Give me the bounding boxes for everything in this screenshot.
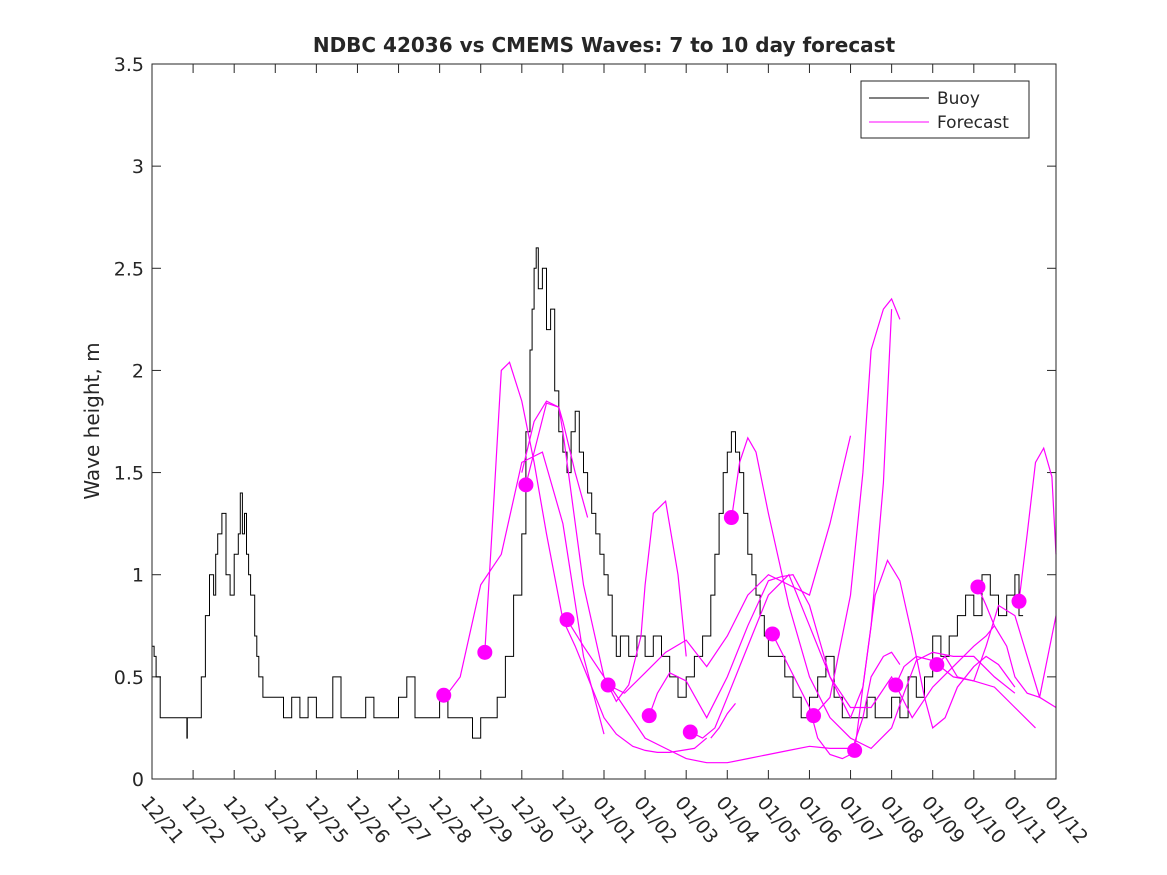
y-tick-label: 3.5 xyxy=(114,54,144,76)
forecast-line-14 xyxy=(895,655,1036,729)
forecast-marker xyxy=(518,477,534,493)
forecast-line-1 xyxy=(447,451,605,735)
forecast-line-15 xyxy=(936,604,1057,709)
forecast-marker xyxy=(1011,593,1027,609)
forecast-line-4 xyxy=(521,400,589,518)
forecast-marker xyxy=(806,708,822,724)
y-tick-labels: 0 0.5 1 1.5 2 2.5 3 3.5 xyxy=(114,54,144,791)
forecast-line-17 xyxy=(1018,446,1057,602)
forecast-line-12 xyxy=(813,297,901,717)
plot-frame xyxy=(151,63,1057,780)
legend-box xyxy=(860,80,1030,139)
forecast-marker xyxy=(682,724,698,740)
forecast-marker xyxy=(970,579,986,595)
y-tick-label: 0 xyxy=(132,769,144,791)
forecast-line-8 xyxy=(690,573,995,739)
forecast-marker xyxy=(600,677,616,693)
plot-area xyxy=(152,64,1056,779)
forecast-markers xyxy=(436,477,1027,758)
forecast-line-9 xyxy=(710,703,736,739)
forecast-line-6 xyxy=(607,435,852,694)
legend-forecast-label: Forecast xyxy=(937,113,1009,133)
forecast-marker xyxy=(641,708,657,724)
forecast-marker xyxy=(723,510,739,526)
y-tick-label: 0.5 xyxy=(114,667,144,689)
forecast-line-16 xyxy=(977,586,1057,699)
y-tick-label: 1.5 xyxy=(114,463,144,485)
forecast-line-10 xyxy=(730,436,1016,750)
tick-marks xyxy=(151,63,1057,780)
forecast-marker xyxy=(929,657,945,673)
y-tick-label: 1 xyxy=(132,565,144,587)
y-tick-label: 3 xyxy=(132,156,144,178)
forecast-line-13 xyxy=(854,559,1016,751)
y-tick-label: 2 xyxy=(132,360,144,382)
forecast-marker xyxy=(477,644,493,660)
y-tick-label: 2.5 xyxy=(114,258,144,280)
chart-title: NDBC 42036 vs CMEMS Waves: 7 to 10 day f… xyxy=(313,33,896,57)
forecast-marker xyxy=(436,687,452,703)
forecast-series xyxy=(447,297,1057,764)
forecast-line-11 xyxy=(771,633,901,760)
forecast-marker xyxy=(764,626,780,642)
legend-buoy-label: Buoy xyxy=(937,89,980,109)
forecast-line-2 xyxy=(484,361,708,754)
forecast-marker xyxy=(847,742,863,758)
forecast-marker xyxy=(559,612,575,628)
forecast-marker xyxy=(888,677,904,693)
y-axis-label: Wave height, m xyxy=(80,342,104,499)
legend: Buoy Forecast xyxy=(860,80,1030,139)
forecast-line-5 xyxy=(566,499,687,703)
